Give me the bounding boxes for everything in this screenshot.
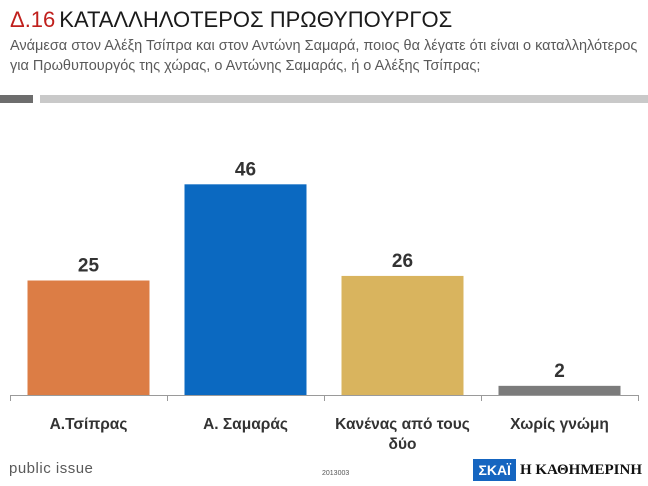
category-label: Α. Σαμαράς xyxy=(203,416,288,433)
category-label: δύο xyxy=(389,436,417,453)
category-label: Α.Τσίπρας xyxy=(50,416,128,433)
bar-value-label: 25 xyxy=(78,256,100,277)
survey-code: 2013003 xyxy=(322,470,350,477)
header-rule-light xyxy=(40,95,648,103)
chart-title: ΚΑΤΑΛΛΗΛΟΤΕΡΟΣ ΠΡΩΘΥΠΟΥΡΓΟΣ xyxy=(59,7,453,32)
question-code: Δ.16 xyxy=(10,7,56,32)
bar-value-label: 2 xyxy=(554,361,565,382)
bar-group: 25 46 26 2 xyxy=(27,159,621,395)
publisher-logos: ΣΚΑΪ Η ΚΑΘΗΜΕΡΙΝΗ xyxy=(473,459,642,481)
bar-value-label: 46 xyxy=(235,159,256,180)
chart-header: Δ.16 ΚΑΤΑΛΛΗΛΟΤΕΡΟΣ ΠΡΩΘΥΠΟΥΡΓΟΣ Ανάμεσα … xyxy=(10,6,640,76)
x-axis-ticks xyxy=(10,395,639,401)
bar xyxy=(498,385,621,395)
category-labels: Α.Τσίπρας Α. Σαμαράς Κανένας από τους δύο Χω… xyxy=(50,416,609,453)
kathimerini-logo: Η ΚΑΘΗΜΕΡΙΝΗ xyxy=(519,462,642,478)
question-text: Ανάμεσα στον Αλέξη Τσίπρα και στον Αντών… xyxy=(10,38,638,74)
header-rule-dark xyxy=(0,95,33,103)
bar-value-label: 26 xyxy=(392,251,413,272)
bar xyxy=(341,275,464,395)
page-title: Δ.16 ΚΑΤΑΛΛΗΛΟΤΕΡΟΣ ΠΡΩΘΥΠΟΥΡΓΟΣ xyxy=(10,6,640,34)
bar xyxy=(184,184,307,395)
brand-label: public issue xyxy=(9,460,94,477)
skai-logo: ΣΚΑΪ xyxy=(473,459,516,481)
bar xyxy=(27,280,150,395)
category-label: Χωρίς γνώμη xyxy=(510,416,609,433)
category-label: Κανένας από τους xyxy=(335,416,470,433)
